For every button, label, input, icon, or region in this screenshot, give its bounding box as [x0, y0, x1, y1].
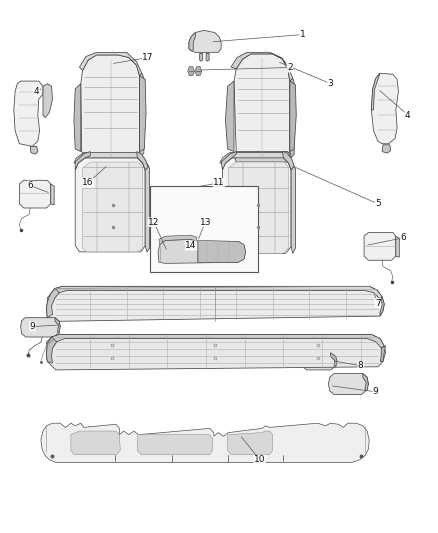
Polygon shape: [228, 431, 272, 455]
Polygon shape: [47, 286, 382, 302]
Text: 17: 17: [142, 53, 154, 62]
Text: 9: 9: [29, 322, 35, 331]
Text: 4: 4: [405, 110, 411, 119]
Polygon shape: [231, 52, 293, 81]
Polygon shape: [43, 84, 53, 118]
Polygon shape: [234, 54, 290, 159]
Polygon shape: [380, 297, 384, 316]
Polygon shape: [396, 236, 399, 257]
Polygon shape: [328, 374, 368, 394]
Text: 2: 2: [287, 63, 293, 72]
Polygon shape: [291, 166, 295, 254]
Polygon shape: [290, 81, 296, 151]
Polygon shape: [30, 147, 38, 154]
Polygon shape: [223, 158, 291, 254]
Polygon shape: [46, 288, 59, 318]
Polygon shape: [363, 374, 368, 391]
Polygon shape: [364, 232, 396, 260]
Text: 11: 11: [213, 179, 225, 188]
FancyBboxPatch shape: [150, 185, 258, 272]
Polygon shape: [371, 73, 380, 110]
Polygon shape: [159, 235, 197, 245]
Text: 10: 10: [254, 455, 265, 464]
Polygon shape: [234, 151, 290, 162]
Polygon shape: [75, 158, 145, 252]
Text: 7: 7: [375, 298, 381, 308]
Text: 5: 5: [375, 199, 381, 208]
Polygon shape: [137, 151, 148, 170]
Polygon shape: [41, 423, 369, 463]
Polygon shape: [371, 73, 399, 144]
Polygon shape: [140, 76, 146, 151]
Polygon shape: [382, 145, 391, 153]
Polygon shape: [303, 353, 337, 370]
Polygon shape: [46, 334, 384, 348]
Text: 3: 3: [328, 79, 333, 88]
Polygon shape: [19, 180, 51, 208]
Text: 6: 6: [27, 181, 33, 190]
Polygon shape: [187, 67, 194, 76]
Polygon shape: [55, 318, 60, 333]
Polygon shape: [331, 353, 337, 367]
Polygon shape: [74, 152, 148, 170]
Polygon shape: [21, 318, 60, 337]
Polygon shape: [138, 435, 212, 455]
Text: 9: 9: [373, 387, 378, 397]
Polygon shape: [46, 286, 384, 321]
Text: 14: 14: [185, 241, 197, 250]
Text: 6: 6: [401, 233, 406, 243]
Polygon shape: [46, 337, 57, 363]
Text: 4: 4: [34, 87, 39, 96]
Polygon shape: [79, 52, 142, 76]
Polygon shape: [380, 346, 385, 361]
Polygon shape: [226, 81, 234, 151]
Polygon shape: [195, 67, 202, 76]
Polygon shape: [200, 53, 203, 61]
Text: 12: 12: [148, 217, 159, 227]
Polygon shape: [220, 152, 294, 170]
Polygon shape: [290, 78, 294, 158]
Polygon shape: [189, 33, 195, 51]
Text: 8: 8: [358, 361, 364, 370]
Polygon shape: [206, 53, 209, 61]
Polygon shape: [71, 431, 120, 455]
Text: 1: 1: [300, 30, 306, 39]
Polygon shape: [198, 240, 246, 262]
Polygon shape: [140, 73, 144, 158]
Polygon shape: [82, 162, 143, 252]
Polygon shape: [229, 162, 289, 254]
Polygon shape: [81, 55, 140, 159]
Polygon shape: [74, 84, 81, 151]
Text: 16: 16: [82, 179, 94, 188]
Polygon shape: [283, 151, 294, 170]
Polygon shape: [51, 184, 54, 205]
Polygon shape: [189, 30, 221, 52]
Polygon shape: [14, 81, 43, 147]
Polygon shape: [158, 239, 246, 263]
Polygon shape: [75, 151, 90, 170]
Polygon shape: [221, 151, 236, 170]
Polygon shape: [145, 166, 149, 252]
Polygon shape: [46, 334, 385, 370]
Text: 13: 13: [200, 217, 211, 227]
